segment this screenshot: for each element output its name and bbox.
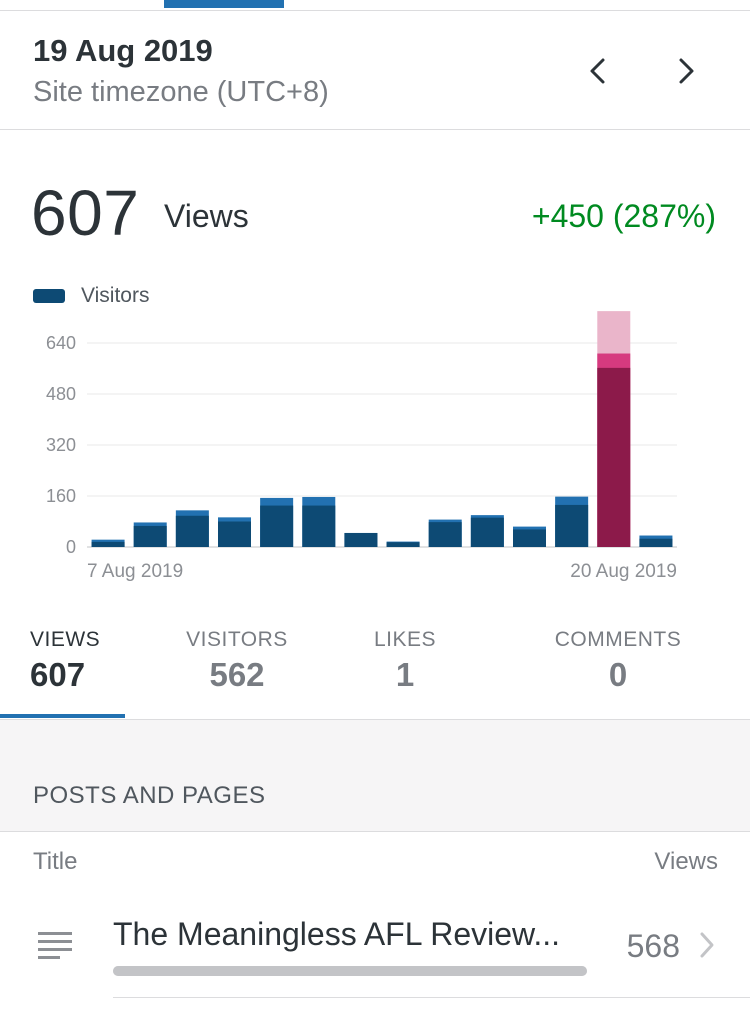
y-tick-label: 640 bbox=[46, 333, 76, 353]
date-title: 19 Aug 2019 bbox=[33, 33, 213, 68]
chart-legend: Visitors bbox=[33, 284, 149, 308]
bar-visitors[interactable] bbox=[639, 538, 673, 547]
y-tick-label: 160 bbox=[46, 486, 76, 506]
bar-visitors[interactable] bbox=[218, 521, 251, 548]
tab-likes[interactable]: LIKES 1 bbox=[360, 628, 450, 720]
tab-comments[interactable]: COMMENTS 0 bbox=[543, 628, 693, 720]
active-tab-underline bbox=[0, 714, 125, 718]
views-label: Views bbox=[164, 198, 249, 234]
legend-label-visitors: Visitors bbox=[81, 284, 150, 307]
bar-visitors[interactable] bbox=[260, 505, 294, 547]
bar-visitors[interactable] bbox=[470, 517, 504, 547]
tab-likes-value: 1 bbox=[395, 656, 415, 693]
section-title: POSTS AND PAGES bbox=[33, 782, 266, 809]
y-tick-label: 320 bbox=[46, 435, 76, 455]
next-period-button[interactable] bbox=[666, 51, 706, 91]
post-row[interactable]: The Meaningless AFL Review... 568 bbox=[0, 900, 750, 998]
tab-visitors[interactable]: VISITORS 562 bbox=[177, 628, 297, 720]
post-views-bar-fill bbox=[113, 966, 587, 976]
views-chart: 640 480 320 160 0 7 Aug 2019 20 Aug 2019 bbox=[46, 311, 677, 582]
chevron-right-icon bbox=[679, 58, 694, 84]
tab-likes-label: LIKES bbox=[373, 628, 437, 651]
bar-visitors[interactable] bbox=[555, 504, 589, 547]
x-tick-label-last: 20 Aug 2019 bbox=[570, 561, 677, 582]
tab-views[interactable]: VIEWS 607 bbox=[30, 628, 100, 720]
bar-visitors[interactable] bbox=[133, 525, 167, 547]
bar-visitors[interactable] bbox=[513, 529, 546, 547]
timezone-label: Site timezone (UTC+8) bbox=[33, 76, 329, 108]
chevron-right-icon bbox=[700, 932, 714, 958]
previous-period-button[interactable] bbox=[578, 51, 618, 91]
top-divider bbox=[0, 10, 750, 11]
bar-visitors[interactable] bbox=[428, 522, 462, 547]
column-header-title: Title bbox=[33, 848, 78, 875]
legend-swatch-visitors bbox=[33, 289, 65, 303]
section-header: POSTS AND PAGES bbox=[0, 720, 750, 832]
tab-visitors-value: 562 bbox=[209, 656, 265, 693]
bar-visitors[interactable] bbox=[302, 505, 336, 547]
document-lines-icon bbox=[38, 932, 72, 959]
views-delta: +450 (287%) bbox=[531, 198, 716, 234]
bar-visitors[interactable] bbox=[175, 515, 209, 547]
tab-visitors-label: VISITORS bbox=[186, 628, 288, 651]
y-tick-label: 0 bbox=[66, 537, 76, 557]
row-divider bbox=[113, 997, 750, 998]
bar-visitors[interactable] bbox=[344, 532, 378, 547]
date-header: 19 Aug 2019 Site timezone (UTC+8) bbox=[0, 11, 750, 130]
chevron-left-icon bbox=[590, 58, 605, 84]
views-count: 607 bbox=[31, 177, 140, 249]
stats-tabs: VIEWS 607 VISITORS 562 LIKES 1 COMMENTS … bbox=[0, 628, 750, 720]
bar-visitors-selected[interactable] bbox=[597, 367, 631, 547]
tab-views-label: VIEWS bbox=[30, 628, 101, 651]
tab-comments-value: 0 bbox=[608, 656, 628, 693]
column-header-views: Views bbox=[654, 848, 718, 875]
bar-visitors[interactable] bbox=[386, 542, 420, 547]
y-tick-label: 480 bbox=[46, 384, 76, 404]
bar-visitors[interactable] bbox=[91, 541, 125, 547]
x-tick-label-first: 7 Aug 2019 bbox=[87, 561, 183, 582]
tab-comments-label: COMMENTS bbox=[554, 628, 682, 651]
post-views-bar bbox=[113, 966, 587, 976]
tab-views-value: 607 bbox=[30, 656, 86, 693]
top-tab-indicator bbox=[164, 0, 284, 8]
post-title: The Meaningless AFL Review... bbox=[113, 916, 561, 952]
post-views-count: 568 bbox=[626, 928, 680, 964]
